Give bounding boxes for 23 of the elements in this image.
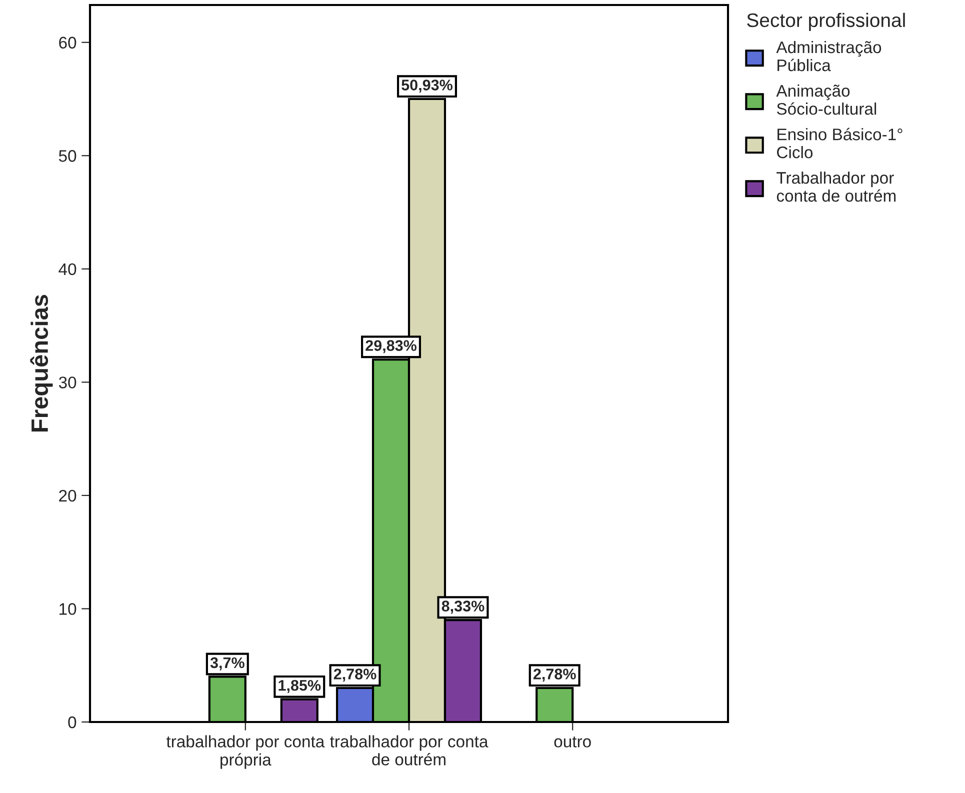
annotation: 8,33%	[442, 600, 484, 614]
y-axis-title: Frequências	[30, 294, 53, 432]
legend-label: Animação Sócio-cultural	[776, 84, 876, 115]
x-tick-label: trabalhador por conta de outrém	[330, 735, 488, 766]
y-tick-label: 50	[58, 150, 76, 162]
y-tick-label: 0	[68, 716, 76, 728]
legend-title: Sector profissional	[747, 12, 905, 31]
x-tick-label: trabalhador por conta própria	[166, 735, 325, 769]
y-tick-label: 20	[59, 490, 76, 502]
annotation: 3,7%	[210, 657, 244, 670]
x-tick-label: outro	[554, 736, 591, 748]
legend-label: Ensino Básico-1° Ciclo	[777, 128, 902, 158]
annotation: 1,85%	[278, 680, 321, 693]
annotation: 2,78%	[334, 668, 376, 682]
y-tick-label: 10	[60, 603, 76, 615]
legend-label: Trabalhador por conta de outrém	[776, 172, 896, 202]
annotation: 50,93%	[402, 80, 452, 93]
annotation: 2,78%	[533, 668, 576, 682]
annotation: 29,83%	[366, 340, 417, 354]
legend-label: Administração Pública	[776, 40, 882, 72]
y-tick-label: 40	[58, 263, 76, 276]
y-tick-label: 30	[58, 376, 76, 388]
y-tick-label: 60	[59, 36, 76, 49]
